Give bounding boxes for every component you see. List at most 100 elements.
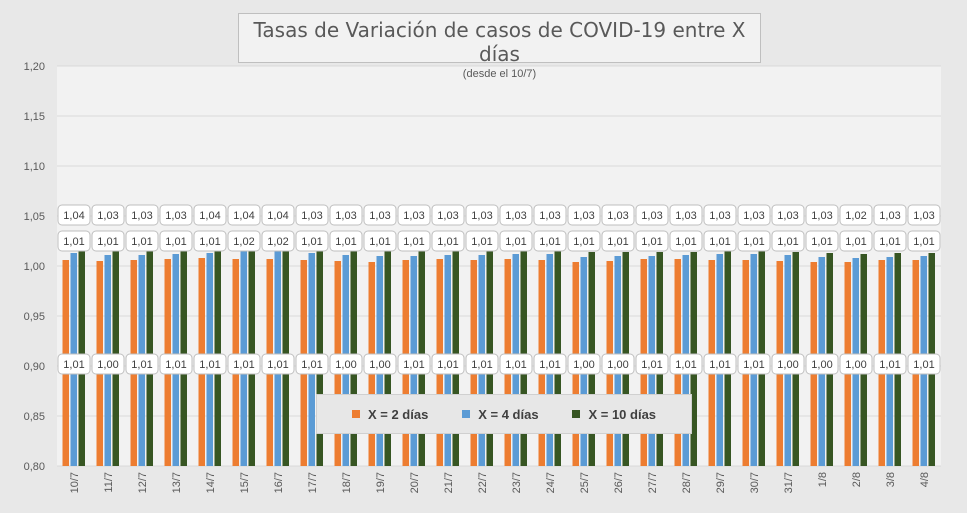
x-tick-label: 12/7 xyxy=(137,472,149,493)
data-label-series-2: 1,01 xyxy=(301,236,322,248)
x-tick-label: 23/7 xyxy=(511,472,523,493)
data-label-box xyxy=(669,353,703,375)
y-tick-label: 1,15 xyxy=(24,111,45,123)
data-label-series-1: 1,01 xyxy=(63,359,84,371)
data-label-series-1: 1,01 xyxy=(165,359,186,371)
data-label-series-2: 1,01 xyxy=(573,236,594,248)
data-label-series-1: 1,01 xyxy=(641,359,662,371)
data-label-box xyxy=(873,204,907,226)
data-label-series-1: 1,00 xyxy=(811,359,832,371)
data-label-series-3: 1,04 xyxy=(233,210,254,222)
data-label-box xyxy=(771,353,805,375)
data-label-box xyxy=(771,230,805,252)
data-label-box xyxy=(805,230,839,252)
data-label-series-3: 1,04 xyxy=(199,210,220,222)
data-label-series-3: 1,03 xyxy=(403,210,424,222)
data-label-series-1: 1,00 xyxy=(97,359,118,371)
y-tick-label: 0,95 xyxy=(24,311,45,323)
legend-label-series-2: X = 4 días xyxy=(478,406,539,422)
data-label-series-1: 1,01 xyxy=(675,359,696,371)
y-tick-label: 0,80 xyxy=(24,461,45,473)
data-label-box xyxy=(193,204,227,226)
data-label-box xyxy=(329,230,363,252)
data-label-series-1: 1,01 xyxy=(539,359,560,371)
data-label-series-3: 1,03 xyxy=(641,210,662,222)
y-tick-label: 1,10 xyxy=(24,161,45,173)
data-label-series-2: 1,01 xyxy=(505,236,526,248)
data-label-box xyxy=(703,353,737,375)
data-label-series-1: 1,01 xyxy=(403,359,424,371)
data-label-series-1: 1,00 xyxy=(777,359,798,371)
data-label-series-3: 1,03 xyxy=(165,210,186,222)
data-label-box xyxy=(227,204,261,226)
data-label-box xyxy=(567,204,601,226)
data-label-box xyxy=(193,230,227,252)
data-label-box xyxy=(465,353,499,375)
data-label-series-1: 1,01 xyxy=(267,359,288,371)
data-label-box xyxy=(907,230,941,252)
data-label-box xyxy=(431,353,465,375)
data-label-box xyxy=(295,204,329,226)
legend-item-series-1: X = 2 días xyxy=(351,407,428,422)
data-label-series-1: 1,01 xyxy=(199,359,220,371)
data-label-box xyxy=(125,204,159,226)
data-label-box xyxy=(295,230,329,252)
x-tick-label: 4/8 xyxy=(919,472,931,487)
data-label-box xyxy=(57,353,91,375)
data-label-series-3: 1,03 xyxy=(335,210,356,222)
data-label-series-2: 1,01 xyxy=(777,236,798,248)
data-label-series-2: 1,01 xyxy=(471,236,492,248)
data-label-series-2: 1,01 xyxy=(97,236,118,248)
data-label-series-1: 1,01 xyxy=(437,359,458,371)
x-tick-label: 13/7 xyxy=(171,472,183,493)
data-label-box xyxy=(737,204,771,226)
data-label-box xyxy=(91,204,125,226)
chart-legend: X = 2 días X = 4 días X = 10 días xyxy=(316,394,692,434)
x-tick-label: 10/7 xyxy=(69,472,81,493)
data-label-box xyxy=(125,230,159,252)
x-tick-label: 17/7 xyxy=(307,472,319,493)
data-label-box xyxy=(431,204,465,226)
data-label-box xyxy=(601,353,635,375)
data-label-box xyxy=(567,353,601,375)
data-label-box xyxy=(499,204,533,226)
data-label-series-3: 1,03 xyxy=(301,210,322,222)
data-label-series-3: 1,03 xyxy=(131,210,152,222)
x-tick-label: 27/7 xyxy=(647,472,659,493)
data-label-series-2: 1,02 xyxy=(267,236,288,248)
data-label-series-1: 1,01 xyxy=(471,359,492,371)
data-label-series-2: 1,01 xyxy=(165,236,186,248)
x-tick-label: 30/7 xyxy=(749,472,761,493)
data-label-series-3: 1,03 xyxy=(675,210,696,222)
data-label-box xyxy=(227,353,261,375)
data-label-box xyxy=(227,230,261,252)
data-label-series-2: 1,01 xyxy=(63,236,84,248)
data-label-series-3: 1,03 xyxy=(471,210,492,222)
data-label-box xyxy=(193,353,227,375)
x-tick-label: 19/7 xyxy=(375,472,387,493)
x-tick-label: 11/7 xyxy=(103,472,115,493)
data-label-series-2: 1,01 xyxy=(369,236,390,248)
x-tick-label: 31/7 xyxy=(783,472,795,493)
data-label-series-3: 1,03 xyxy=(709,210,730,222)
data-label-series-3: 1,03 xyxy=(539,210,560,222)
data-label-series-3: 1,03 xyxy=(777,210,798,222)
data-label-series-3: 1,02 xyxy=(845,210,866,222)
data-label-series-2: 1,01 xyxy=(845,236,866,248)
data-label-series-3: 1,03 xyxy=(743,210,764,222)
chart-title: Tasas de Variación de casos de COVID-19 … xyxy=(253,18,746,66)
x-tick-label: 22/7 xyxy=(477,472,489,493)
data-label-series-2: 1,01 xyxy=(539,236,560,248)
data-label-series-1: 1,00 xyxy=(369,359,390,371)
legend-item-series-3: X = 10 días xyxy=(572,407,656,422)
legend-swatch-series-1 xyxy=(351,410,360,418)
data-label-box xyxy=(669,204,703,226)
data-label-series-3: 1,03 xyxy=(811,210,832,222)
x-tick-label: 29/7 xyxy=(715,472,727,493)
data-label-series-1: 1,00 xyxy=(607,359,628,371)
x-tick-label: 18/7 xyxy=(341,472,353,493)
data-label-series-3: 1,04 xyxy=(63,210,84,222)
data-label-box xyxy=(703,204,737,226)
data-label-box xyxy=(737,230,771,252)
chart-subtitle: (desde el 10/7) xyxy=(462,68,537,80)
